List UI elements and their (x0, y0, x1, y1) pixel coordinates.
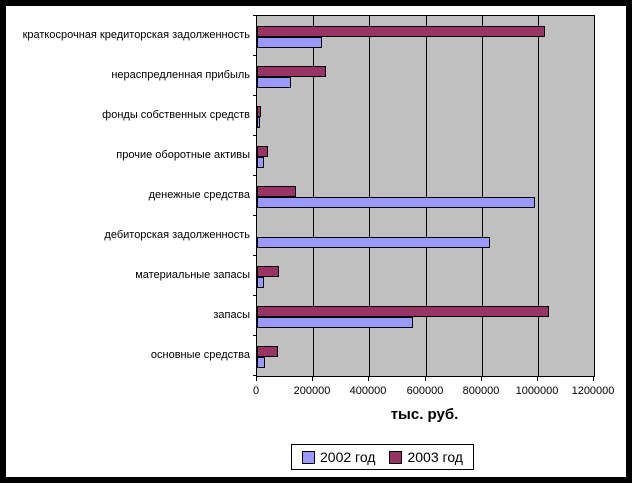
legend-swatch-2003 (389, 450, 403, 464)
bar-chart: краткосрочная кредиторская задолженность… (6, 6, 626, 477)
y-axis-tick (253, 15, 257, 16)
category-label: дебиторская задолженность (104, 229, 250, 241)
bar-2002-row-8 (257, 357, 265, 368)
gridline (538, 16, 539, 376)
x-axis-tick-label: 800000 (462, 385, 500, 397)
legend-item-2003: 2003 год (389, 449, 463, 465)
x-axis-title: тыс. руб. (390, 406, 459, 423)
x-axis-tick-label: 200000 (293, 385, 331, 397)
category-label: запасы (213, 309, 250, 321)
y-axis-tick (253, 335, 257, 336)
x-axis-tick (368, 377, 369, 381)
legend-swatch-2002 (302, 450, 315, 464)
y-axis-tick (253, 215, 257, 216)
x-axis-tick (593, 377, 594, 381)
x-axis-tick (312, 377, 313, 381)
bar-2003-row-0 (257, 26, 545, 37)
legend-label: 2002 год (320, 449, 376, 465)
bar-2002-row-5 (257, 237, 490, 248)
bar-2002-row-2 (257, 117, 260, 128)
x-axis-tick-label: 0 (252, 385, 260, 397)
x-axis-tick-label: 1200000 (571, 385, 615, 397)
bar-2002-row-4 (257, 197, 535, 208)
bar-2003-row-3 (257, 146, 268, 157)
plot-area (256, 15, 595, 377)
category-label: материальные запасы (135, 269, 250, 281)
y-axis-tick (253, 295, 257, 296)
gridline (482, 16, 483, 376)
x-axis-tick-label: 600000 (406, 385, 444, 397)
category-label: основные средства (150, 349, 250, 361)
y-axis-tick (253, 175, 257, 176)
legend-label: 2003 год (407, 449, 463, 465)
bar-2003-row-8 (257, 346, 278, 357)
bar-2003-row-7 (257, 306, 549, 317)
x-axis-tick (537, 377, 538, 381)
bar-2003-row-6 (257, 266, 279, 277)
y-axis-tick (253, 375, 257, 376)
category-label: краткосрочная кредиторская задолженность (22, 29, 250, 41)
bar-2003-row-1 (257, 66, 326, 77)
category-label: нераспредленная прибыль (111, 69, 250, 81)
category-label: прочие оборотные активы (116, 149, 250, 161)
bar-2002-row-7 (257, 317, 413, 328)
gridline (369, 16, 370, 376)
gridline (426, 16, 427, 376)
bar-2002-row-3 (257, 157, 264, 168)
gridline (313, 16, 314, 376)
legend: 2002 год 2003 год (291, 444, 474, 470)
gridline (594, 16, 595, 376)
y-axis-tick (253, 55, 257, 56)
bar-2003-row-4 (257, 186, 296, 197)
bar-2002-row-1 (257, 77, 291, 88)
x-axis-tick (481, 377, 482, 381)
y-axis-tick (253, 95, 257, 96)
category-label: фонды собственных средств (102, 109, 250, 121)
legend-item-2002: 2002 год (302, 449, 375, 465)
x-axis-tick (256, 377, 257, 381)
bar-2003-row-2 (257, 106, 261, 117)
x-axis-tick-label: 400000 (349, 385, 387, 397)
x-axis-tick (425, 377, 426, 381)
bar-2002-row-6 (257, 277, 264, 288)
bar-2002-row-0 (257, 37, 322, 48)
y-axis-tick (253, 135, 257, 136)
category-label: денежные средства (148, 189, 250, 201)
y-axis-tick (253, 255, 257, 256)
x-axis-tick-label: 1000000 (515, 385, 559, 397)
